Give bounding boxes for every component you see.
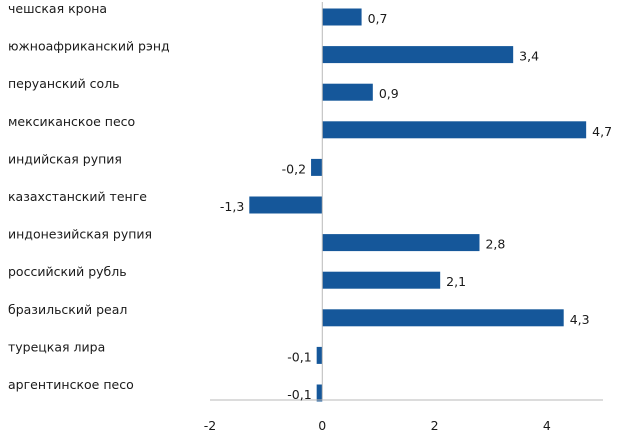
value-label: 4,3 (570, 312, 590, 327)
category-label: российский рубль (8, 264, 127, 279)
category-label: перуанский соль (8, 76, 120, 91)
x-tick-label: 0 (318, 418, 326, 433)
bar (322, 46, 514, 64)
value-label: 0,9 (379, 86, 399, 101)
value-label: 3,4 (519, 49, 539, 64)
value-labels: 0,7 3,4 0,9 4,7 -0,2 -1,3 2,8 2,1 4,3 -0,1 -0,1 (220, 11, 612, 402)
category-labels: чешская крона южноафриканский рэнд перуанс… (8, 1, 170, 392)
bar (322, 83, 373, 101)
x-tick-label: 4 (543, 418, 551, 433)
bar (322, 309, 564, 327)
value-label: -0,2 (282, 161, 306, 176)
value-label: -0,1 (287, 349, 311, 364)
category-label: турецкая лира (8, 339, 105, 354)
bar (249, 196, 323, 214)
bar (311, 158, 323, 176)
value-label: 0,7 (368, 11, 388, 26)
category-label: индийская рупия (8, 151, 122, 166)
value-label: -1,3 (220, 199, 244, 214)
bars-group (249, 8, 587, 402)
bar (316, 346, 323, 364)
bar (322, 8, 362, 26)
category-label: южноафриканский рэнд (8, 39, 170, 54)
bar (322, 121, 587, 139)
bar (322, 234, 480, 252)
bar (322, 271, 441, 289)
value-label: -0,1 (287, 387, 311, 402)
x-tick-label: 2 (431, 418, 439, 433)
x-tick-label: -2 (204, 418, 216, 433)
value-label: 2,8 (485, 237, 505, 252)
category-label: аргентинское песо (8, 377, 134, 392)
category-label: мексиканское песо (8, 114, 135, 129)
value-label: 2,1 (446, 274, 466, 289)
x-axis-ticks: -2 0 2 4 (204, 418, 551, 433)
bar (316, 384, 323, 402)
category-label: бразильский реал (8, 302, 127, 317)
category-label: чешская крона (8, 1, 107, 16)
value-label: 4,7 (592, 124, 612, 139)
category-label: казахстанский тенге (8, 189, 147, 204)
category-label: индонезийская рупия (8, 227, 152, 242)
